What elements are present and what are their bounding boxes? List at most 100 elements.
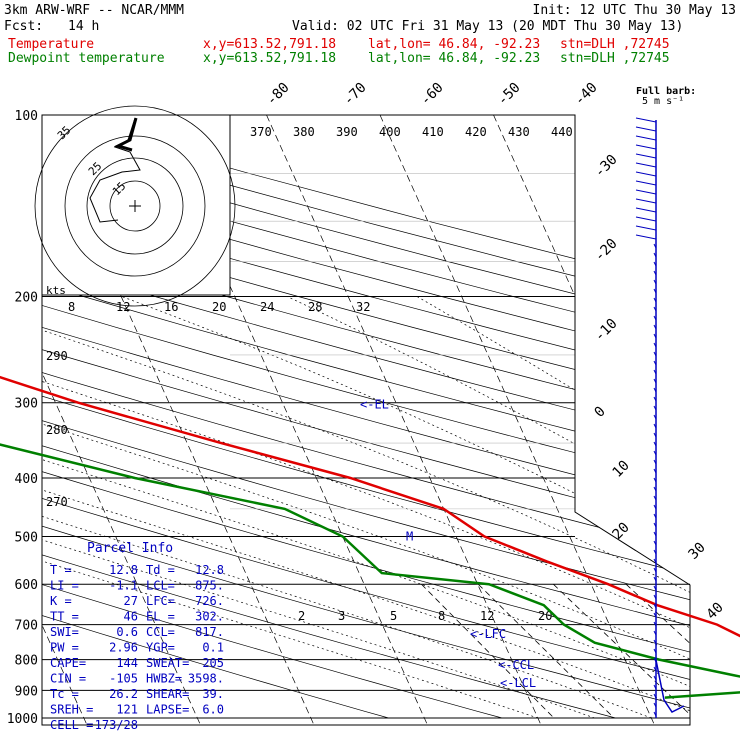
wind-barb	[653, 333, 657, 339]
wind-barb	[653, 711, 657, 717]
wind-barb	[653, 369, 657, 375]
theta-label: 430	[508, 125, 530, 139]
theta-label: 290	[46, 349, 68, 363]
wind-barb	[635, 234, 657, 240]
parcel-key: LAPSE=	[146, 703, 189, 717]
dew-xy: x,y=613.52,791.18	[203, 51, 337, 66]
moist-adiabat	[42, 296, 595, 719]
moist-adiabat	[416, 296, 690, 719]
wind-barb	[653, 414, 657, 420]
temp-xy: x,y=613.52,791.18	[203, 37, 337, 52]
parcel-value: 173/28	[95, 718, 138, 732]
dry-adiabat	[42, 115, 690, 719]
wind-barb	[635, 225, 657, 231]
temperature-legend: Temperature	[8, 37, 95, 52]
isotherm-label: -80	[264, 80, 293, 109]
pressure-label: 200	[15, 291, 38, 306]
wind-barb	[653, 567, 657, 573]
full-barb-label: Full barb:	[636, 86, 696, 97]
hodo-units-label: kts	[46, 284, 66, 297]
parcel-value: 46	[124, 610, 138, 624]
level-annotation-el: <-EL	[360, 397, 389, 411]
wind-barb	[653, 558, 657, 564]
wind-barb	[653, 522, 657, 528]
theta-label: 440	[551, 125, 573, 139]
hodo-speed-label: 24	[260, 300, 274, 314]
isotherm-label: 10	[610, 458, 633, 481]
dry-adiabat	[42, 115, 616, 719]
wind-barb	[653, 396, 657, 402]
parcel-key: LFC=	[146, 594, 175, 608]
hodo-speed-label: 28	[308, 300, 322, 314]
wind-barb	[653, 648, 657, 654]
wind-barb	[635, 189, 657, 195]
wind-barb	[653, 450, 657, 456]
dry-adiabat	[42, 115, 690, 719]
isotherm-label: 30	[686, 540, 709, 563]
parcel-key: CAPE=	[50, 656, 86, 670]
dry-adiabat	[42, 115, 503, 719]
wind-barb	[653, 441, 657, 447]
theta-label: 370	[250, 125, 272, 139]
parcel-value: 0.1	[202, 641, 224, 655]
mixing-ratio-label: 5	[390, 609, 397, 623]
wind-barb	[653, 468, 657, 474]
parcel-key: PW =	[50, 641, 79, 655]
pressure-label: 500	[15, 530, 38, 545]
wind-barb	[635, 153, 657, 159]
wind-barb	[653, 603, 657, 609]
wind-barb	[653, 306, 657, 312]
parcel-value: 875.	[195, 579, 224, 593]
wind-barb	[653, 549, 657, 555]
level-annotation-lcl: <-LCL	[500, 676, 536, 690]
hodo-speed-label: 8	[68, 300, 75, 314]
wind-barb	[653, 360, 657, 366]
parcel-value: 3598.	[188, 672, 224, 686]
wind-barb	[653, 477, 657, 483]
parcel-key: TT =	[50, 610, 79, 624]
wind-barb	[635, 117, 657, 123]
hodo-speed-label: 20	[212, 300, 226, 314]
parcel-info-title: Parcel Info	[87, 541, 173, 556]
parcel-key: HWBZ=	[146, 672, 182, 686]
wind-barb	[653, 585, 657, 591]
pressure-label: 700	[15, 619, 38, 634]
pressure-label: 800	[15, 654, 38, 669]
wind-barb	[653, 576, 657, 582]
wind-barb-lower	[655, 659, 685, 713]
parcel-key: SWEAT=	[146, 656, 189, 670]
isotherm-label: -40	[572, 80, 601, 109]
moist-adiabat	[42, 296, 690, 719]
isotherm	[379, 115, 658, 725]
wind-barb	[653, 639, 657, 645]
mixing-ratio-label: 3	[338, 609, 345, 623]
mixing-ratio-line	[625, 583, 690, 719]
mixing-ratio-label: 8	[438, 609, 445, 623]
dry-adiabat	[42, 115, 690, 719]
wind-barb	[653, 495, 657, 501]
parcel-key: SHEAR=	[146, 687, 189, 701]
wind-barb	[653, 594, 657, 600]
parcel-key: CCL=	[146, 625, 175, 639]
dry-adiabat	[42, 115, 690, 719]
parcel-key: Tc =	[50, 687, 79, 701]
isotherm-label: -70	[341, 80, 370, 109]
parcel-key: CIN =	[50, 672, 86, 686]
wind-barb	[635, 216, 657, 222]
isotherm-label: -50	[495, 80, 524, 109]
wind-barb	[653, 261, 657, 267]
dry-adiabat	[42, 115, 690, 719]
parcel-value: 27	[124, 594, 138, 608]
isotherm-label: -60	[418, 80, 447, 109]
model-title: 3km ARW-WRF -- NCAR/MMM	[4, 3, 185, 18]
parcel-value: 2.96	[109, 641, 138, 655]
parcel-value: -1.1	[109, 579, 138, 593]
pressure-label: 600	[15, 578, 38, 593]
wind-barb	[653, 315, 657, 321]
temp-station: stn=DLH ,72745	[560, 37, 670, 52]
hodograph-ring	[34, 105, 236, 307]
parcel-key: CELL =	[50, 718, 93, 732]
diagram-frame	[41, 114, 691, 726]
dry-adiabat	[42, 115, 690, 719]
wind-barb	[653, 342, 657, 348]
